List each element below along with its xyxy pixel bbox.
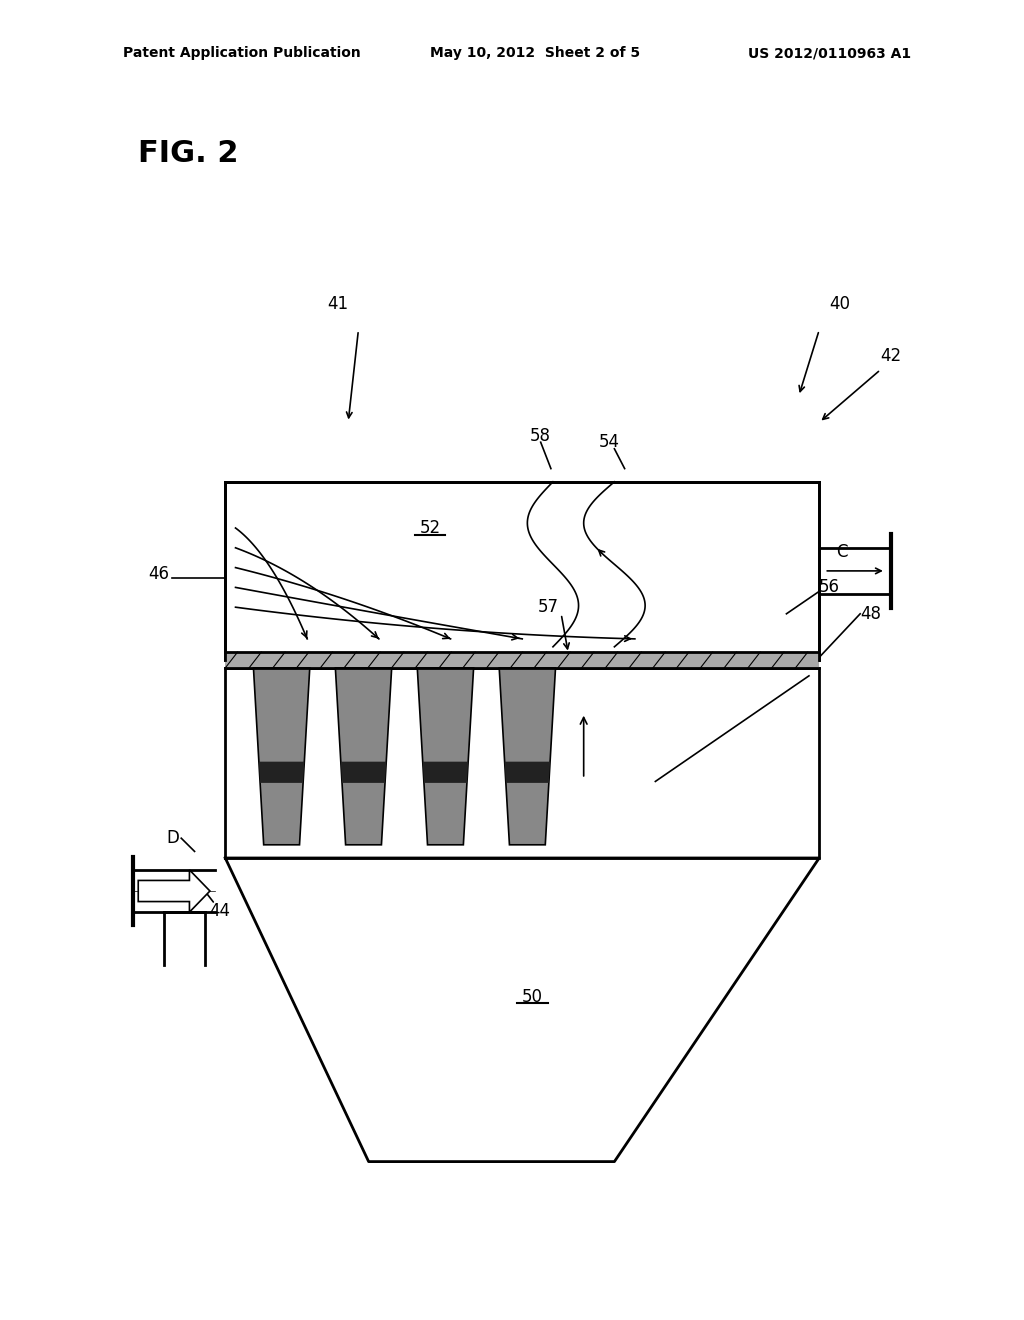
Polygon shape bbox=[259, 762, 304, 783]
Text: 48: 48 bbox=[860, 605, 882, 623]
Bar bbox=[225, 482, 819, 660]
Text: Patent Application Publication: Patent Application Publication bbox=[123, 46, 360, 61]
Text: 44: 44 bbox=[210, 902, 230, 920]
Text: 57: 57 bbox=[538, 598, 558, 616]
Text: 42: 42 bbox=[881, 347, 902, 366]
Text: May 10, 2012  Sheet 2 of 5: May 10, 2012 Sheet 2 of 5 bbox=[430, 46, 640, 61]
Text: 46: 46 bbox=[147, 565, 169, 583]
Text: D: D bbox=[166, 829, 179, 847]
Polygon shape bbox=[341, 762, 386, 783]
Polygon shape bbox=[423, 762, 468, 783]
Text: 54: 54 bbox=[599, 433, 620, 451]
Polygon shape bbox=[138, 870, 210, 912]
Text: FIG. 2: FIG. 2 bbox=[138, 139, 239, 168]
Polygon shape bbox=[254, 668, 310, 845]
Bar bbox=[225, 652, 819, 668]
Text: 56: 56 bbox=[819, 578, 841, 597]
Text: US 2012/0110963 A1: US 2012/0110963 A1 bbox=[748, 46, 910, 61]
Text: 41: 41 bbox=[328, 294, 348, 313]
Bar bbox=[225, 668, 819, 858]
Polygon shape bbox=[335, 668, 391, 845]
Polygon shape bbox=[418, 668, 473, 845]
Polygon shape bbox=[505, 762, 550, 783]
Text: 40: 40 bbox=[829, 294, 850, 313]
Text: 50: 50 bbox=[522, 987, 543, 1006]
Text: C: C bbox=[836, 543, 848, 561]
Text: 52: 52 bbox=[420, 519, 440, 537]
Polygon shape bbox=[500, 668, 555, 845]
Text: 58: 58 bbox=[530, 426, 551, 445]
